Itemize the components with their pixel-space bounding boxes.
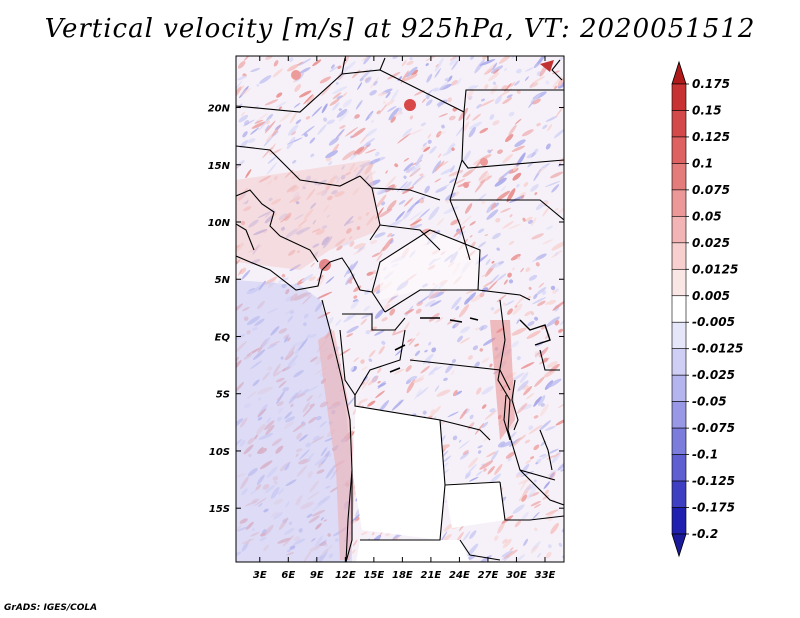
colorbar-label: 0.1	[692, 156, 713, 170]
longitude-axis: 3E 6E 9E 12E 15E 18E 21E 24E 27E 30E 33E	[253, 56, 556, 581]
colorbar-swatch	[671, 454, 687, 482]
velocity-field	[236, 56, 564, 562]
colorbar-swatch	[671, 348, 687, 376]
lon-tick-label: 18E	[392, 570, 413, 581]
colorbar-swatch	[671, 163, 687, 191]
lat-tick-label: 15N	[208, 161, 231, 172]
colorbar-label: 0.15	[692, 103, 722, 117]
colorbar-label: -0.175	[692, 501, 735, 515]
colorbar-label: -0.0125	[692, 342, 743, 356]
colorbar-label: 0.075	[692, 183, 730, 197]
colorbar-label: 0.05	[692, 209, 722, 223]
colorbar-label: -0.005	[692, 315, 735, 329]
colorbar-label: -0.025	[692, 368, 735, 382]
lon-tick-label: 6E	[281, 570, 295, 581]
lon-tick-label: 30E	[506, 570, 527, 581]
latitude-axis: 20N 15N 10N 5N EQ 5S 10S 15S	[208, 104, 564, 515]
lat-tick-label: EQ	[215, 332, 231, 343]
colorbar-swatch	[671, 401, 687, 429]
map-frame	[235, 55, 565, 563]
colorbar-label: 0.005	[692, 289, 730, 303]
lon-tick-label: 33E	[535, 570, 556, 581]
lon-tick-label: 3E	[253, 570, 267, 581]
colorbar-swatch	[671, 507, 687, 535]
colorbar-label: -0.125	[692, 474, 735, 488]
lat-tick-label: 5S	[216, 390, 230, 401]
colorbar-swatch	[671, 189, 687, 217]
lon-tick-label: 27E	[478, 570, 499, 581]
colorbar-top-triangle	[671, 60, 687, 85]
colorbar-swatch	[671, 136, 687, 164]
colorbar-label: 0.125	[692, 130, 730, 144]
colorbar-label: -0.1	[692, 448, 718, 462]
colorbar-label: 0.025	[692, 236, 730, 250]
lon-tick-label: 12E	[335, 570, 356, 581]
colorbar-swatch	[671, 295, 687, 323]
colorbar-swatch	[671, 242, 687, 270]
lat-tick-label: 15S	[209, 504, 230, 515]
colorbar-swatch	[671, 268, 687, 297]
colorbar-swatch	[671, 480, 687, 508]
colorbar-swatch	[671, 110, 687, 138]
colorbar-label: 0.0125	[692, 262, 738, 276]
lon-tick-label: 21E	[421, 570, 442, 581]
colorbar-label: 0.175	[692, 77, 730, 91]
grads-credit: GrADS: IGES/COLA	[4, 603, 98, 613]
colorbar: 0.175 0.15 0.125 0.1 0.075 0.05 0.025 0.0125 0.0…	[671, 60, 743, 558]
colorbar-swatch	[671, 216, 687, 244]
colorbar-bottom-triangle	[671, 533, 687, 558]
colorbar-label: -0.2	[692, 527, 718, 541]
colorbar-label: -0.075	[692, 421, 735, 435]
colorbar-swatch	[671, 321, 687, 350]
lat-tick-label: 5N	[215, 275, 231, 286]
colorbar-swatch	[671, 374, 687, 402]
lat-tick-label: 10N	[208, 218, 231, 229]
colorbar-label: -0.05	[692, 395, 727, 409]
lat-tick-label: 10S	[209, 447, 230, 458]
country-boundaries	[236, 57, 564, 562]
lon-tick-label: 15E	[363, 570, 384, 581]
lat-tick-label: 20N	[208, 104, 231, 115]
lon-tick-label: 9E	[310, 570, 324, 581]
chart-title: Vertical velocity [m/s] at 925hPa, VT: 2…	[44, 14, 756, 44]
colorbar-swatch	[671, 427, 687, 455]
lon-tick-label: 24E	[449, 570, 470, 581]
colorbar-swatch	[671, 83, 687, 111]
